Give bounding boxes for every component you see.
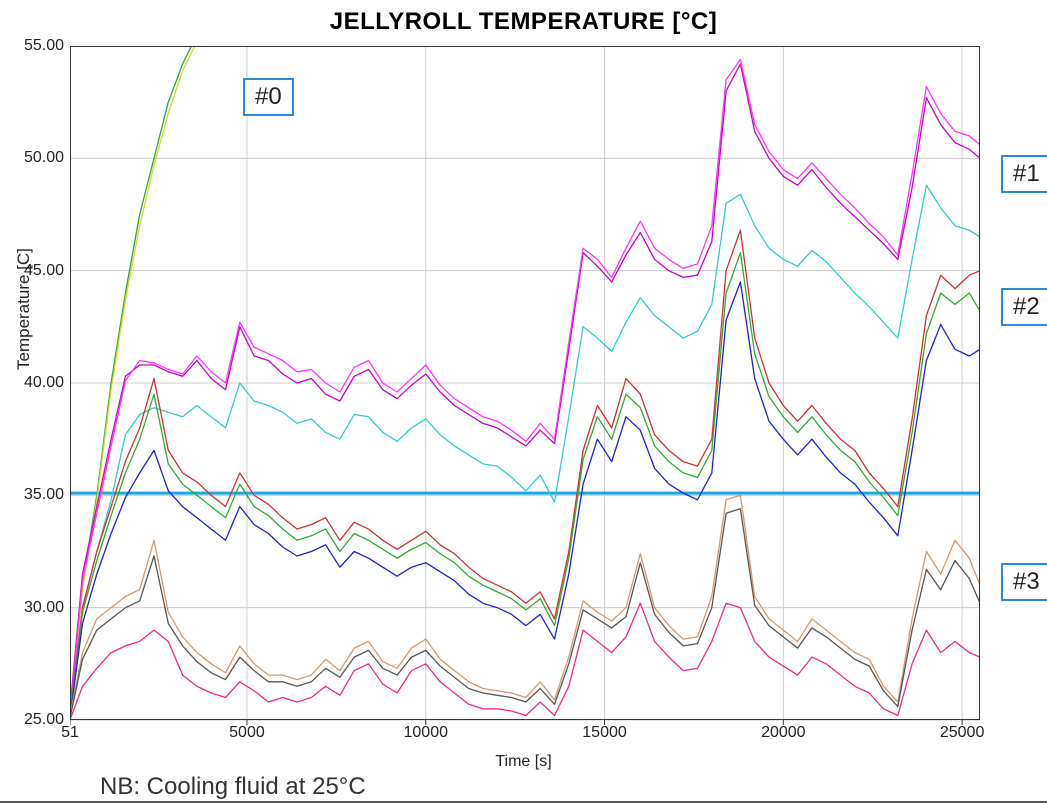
y-tick-label: 40.00 <box>24 374 64 392</box>
annotation-label: #0 <box>243 78 294 116</box>
x-tick-label: 15000 <box>582 724 627 742</box>
x-axis-label: Time [s] <box>0 753 1047 771</box>
x-tick-label: 25000 <box>940 724 985 742</box>
y-tick-label: 35.00 <box>24 486 64 504</box>
y-tick-label: 50.00 <box>24 149 64 167</box>
footnote: NB: Cooling fluid at 25°C <box>100 773 366 801</box>
y-tick-label: 25.00 <box>24 711 64 729</box>
annotation-label: #2 <box>1001 288 1047 326</box>
y-tick-label: 55.00 <box>24 37 64 55</box>
plot-svg <box>70 46 980 740</box>
page: JELLYROLL TEMPERATURE [°C] Temperature [… <box>0 0 1047 803</box>
x-tick-label: 51 <box>61 724 79 742</box>
x-tick-label: 20000 <box>761 724 806 742</box>
annotation-label: #1 <box>1001 155 1047 193</box>
annotation-label: #3 <box>1001 563 1047 601</box>
y-tick-label: 30.00 <box>24 599 64 617</box>
y-tick-label: 45.00 <box>24 262 64 280</box>
plot-area: 25.0030.0035.0040.0045.0050.0055.00 5150… <box>70 46 980 740</box>
chart-title: JELLYROLL TEMPERATURE [°C] <box>0 8 1047 36</box>
x-tick-label: 5000 <box>229 724 265 742</box>
x-tick-label: 10000 <box>404 724 449 742</box>
